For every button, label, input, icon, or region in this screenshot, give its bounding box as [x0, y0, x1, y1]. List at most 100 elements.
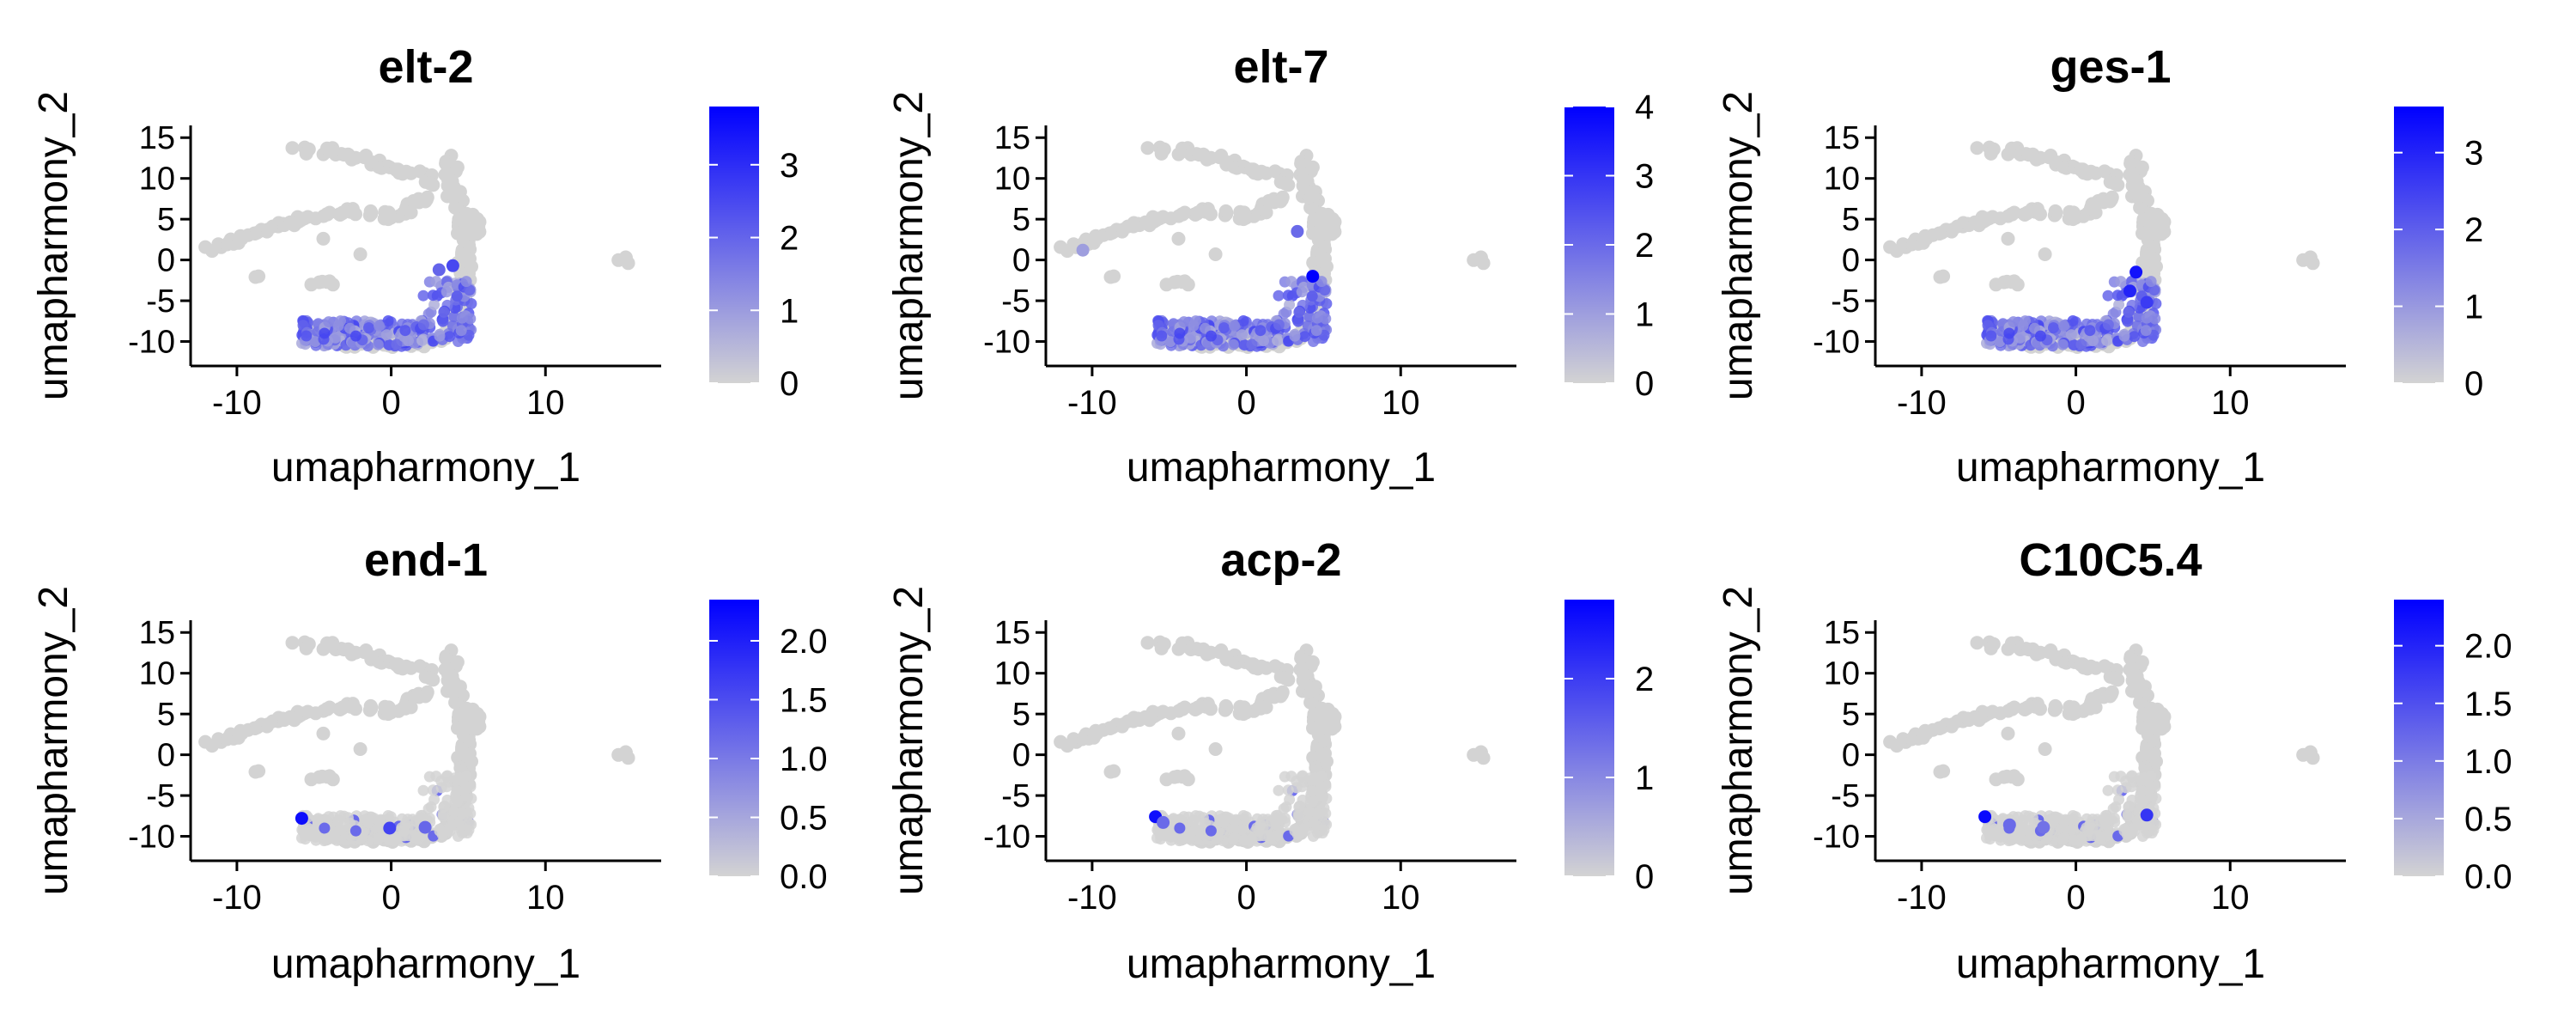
cell-point — [2038, 247, 2052, 261]
expressing-cell — [2145, 771, 2157, 783]
panel-elt-2: elt-2-10 0 10151050-5-10umapharmony_1umaph… — [31, 41, 799, 491]
expressing-cell — [1299, 331, 1310, 343]
x-tick-label: 0 — [1236, 384, 1255, 422]
y-tick-label: 15 — [994, 615, 1030, 651]
expressing-cell — [434, 825, 446, 837]
expressing-cell — [1285, 771, 1297, 783]
colorbar-tick-label: 0.0 — [780, 858, 828, 896]
expressing-cell — [2058, 814, 2070, 826]
cell-point — [363, 204, 378, 218]
y-tick-label: 10 — [139, 656, 175, 692]
expressing-cell — [1310, 325, 1322, 337]
expressing-cell — [417, 289, 429, 302]
panel-end-1: end-1-10 0 10151050-5-10umapharmony_1umaph… — [31, 534, 828, 987]
expressing-cell — [349, 330, 361, 342]
expressing-cell — [455, 820, 467, 832]
cell-point — [2048, 204, 2063, 218]
expressing-cell — [438, 306, 450, 318]
x-tick-label: 0 — [2066, 384, 2085, 422]
expressing-cell — [344, 322, 355, 334]
cell-point — [2066, 707, 2081, 722]
expressing-cell — [1164, 336, 1176, 348]
cell-point — [1140, 636, 1155, 650]
expressing-cell — [1272, 830, 1284, 841]
expressing-cell — [1284, 794, 1296, 806]
expressing-cell — [2102, 289, 2114, 302]
expressing-cell — [2020, 315, 2031, 327]
expressing-cell — [2113, 794, 2125, 806]
expressing-cell — [2058, 320, 2070, 332]
colorbar-tick-label: 3 — [780, 147, 799, 185]
expressing-cell — [451, 785, 463, 797]
expressing-cell — [2129, 331, 2140, 343]
colorbar-tick-label: 1 — [1635, 759, 1654, 797]
cell-point — [1275, 685, 1290, 699]
expressing-cell — [2102, 319, 2114, 331]
high-expression-cell — [418, 820, 432, 834]
cell-points — [1054, 635, 1491, 849]
expressing-cell — [301, 330, 313, 342]
expressing-cell — [438, 801, 450, 813]
cell-points — [1054, 140, 1491, 354]
cell-point — [381, 212, 396, 227]
expressing-cell — [382, 315, 394, 326]
high-expression-cell — [1978, 810, 1992, 824]
colorbar-tick-label: 1 — [1635, 296, 1654, 334]
expressing-cell — [1284, 299, 1296, 311]
x-tick-label: 0 — [381, 384, 400, 422]
panel-ges-1: ges-1-10 0 10151050-5-10umapharmony_1umaph… — [1716, 41, 2483, 491]
y-tick-label: 0 — [1012, 738, 1030, 774]
expressing-cell — [1156, 330, 1168, 342]
cell-point — [1218, 698, 1233, 713]
y-tick-label: 15 — [1824, 120, 1860, 156]
expressing-cell — [1200, 322, 1211, 334]
cell-point — [252, 269, 266, 283]
cell-point — [316, 726, 331, 741]
cell-point — [1255, 164, 1269, 179]
expressing-cell — [399, 820, 411, 832]
expressing-cell — [464, 284, 476, 296]
x-tick-label: 10 — [526, 879, 565, 917]
expressing-cell — [1246, 833, 1258, 845]
cell-point — [285, 636, 300, 650]
y-tick-label: 10 — [994, 656, 1030, 692]
expressing-cell — [2014, 826, 2026, 838]
expressing-cell — [1293, 801, 1305, 813]
cell-point — [301, 142, 316, 156]
x-axis-label: umapharmony_1 — [1956, 942, 2265, 987]
expressing-cell — [2102, 784, 2114, 796]
expressing-cell — [2008, 316, 2020, 328]
cell-point — [2105, 190, 2119, 204]
expressing-cell — [440, 286, 453, 298]
expressing-cell — [1320, 808, 1332, 820]
expressing-cell — [2075, 833, 2087, 845]
expressing-cell — [2113, 299, 2125, 311]
expressing-cell — [464, 779, 476, 791]
expressing-cell — [2101, 335, 2113, 346]
y-tick-label: 0 — [1842, 738, 1860, 774]
panel-title: elt-2 — [378, 41, 473, 93]
x-axis-label: umapharmony_1 — [1956, 445, 2265, 491]
cell-point — [316, 231, 331, 246]
cell-point — [2084, 164, 2099, 179]
colorbar-tick-label: 0.5 — [780, 799, 828, 837]
expressing-cell — [2034, 330, 2046, 342]
cell-point — [2033, 702, 2047, 716]
cell-point — [2154, 722, 2169, 736]
expressing-cell — [1185, 826, 1197, 838]
x-tick-label: -10 — [212, 384, 262, 422]
x-tick-label: -10 — [212, 879, 262, 917]
cell-point — [1107, 764, 1121, 778]
expressing-cell — [2115, 276, 2127, 288]
high-expression-cell — [1291, 224, 1304, 238]
expressing-cell — [2136, 785, 2148, 797]
x-tick-label: 10 — [1382, 879, 1420, 917]
cell-point — [1325, 227, 1340, 241]
expressing-cell — [2102, 814, 2114, 826]
y-tick-label: 5 — [1842, 697, 1860, 733]
expressing-cell — [2145, 276, 2157, 288]
expressing-cell — [2115, 771, 2127, 783]
cell-points — [198, 635, 635, 849]
cell-point — [363, 698, 378, 713]
